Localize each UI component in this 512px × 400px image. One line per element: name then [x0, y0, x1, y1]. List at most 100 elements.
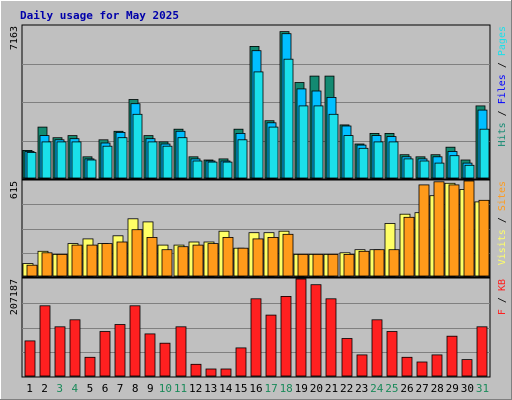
bar-sites-9	[146, 236, 158, 277]
bar-sites-18	[282, 233, 294, 277]
bar-pages-15	[237, 139, 248, 179]
x-tick-label-7: 7	[117, 382, 124, 395]
x-tick-label-20: 20	[310, 382, 323, 395]
y-max-label: 7163	[9, 26, 20, 50]
bar-sites-26	[403, 216, 415, 277]
bar-sites-31	[478, 199, 490, 277]
bar-kb-27	[416, 361, 428, 377]
bar-pages-29	[449, 155, 460, 179]
bar-kb-28	[431, 354, 443, 377]
bar-kb-18	[280, 295, 292, 377]
bar-sites-8	[131, 229, 143, 277]
bar-kb-3	[54, 326, 66, 377]
bar-pages-13	[207, 161, 218, 179]
bar-kb-11	[175, 326, 187, 377]
bar-kb-12	[190, 363, 202, 377]
legend: Hits / Files / Pages	[497, 26, 508, 146]
bar-sites-21	[327, 253, 339, 277]
legend-entry: Sites	[497, 181, 508, 211]
legend-separator: /	[497, 291, 508, 309]
bar-sites-28	[433, 181, 445, 277]
legend-entry: KB	[497, 279, 508, 291]
bar-sites-30	[463, 180, 475, 277]
bar-kb-9	[144, 333, 156, 377]
bar-pages-11	[177, 137, 188, 179]
x-tick-label-8: 8	[132, 382, 139, 395]
bar-kb-10	[159, 342, 171, 377]
bar-pages-31	[479, 128, 490, 179]
bar-kb-22	[341, 338, 353, 377]
bar-sites-14	[222, 236, 234, 277]
bar-pages-10	[162, 145, 173, 179]
bar-sites-15	[237, 247, 249, 277]
bar-sites-22	[343, 253, 355, 277]
bar-kb-5	[84, 356, 96, 377]
x-tick-label-19: 19	[295, 382, 308, 395]
legend-entry: Visits	[497, 229, 508, 265]
bar-pages-4	[71, 141, 82, 179]
x-tick-label-24: 24	[370, 382, 384, 395]
y-max-label: 207187	[9, 279, 20, 315]
panel-border	[21, 277, 491, 378]
legend-separator: /	[497, 104, 508, 122]
x-axis-labels: 1 2 3 4 5 6 7 8 9 10 11 12 13 14 15 16 17 18 19 20 21 22 23 24 2…	[26, 382, 489, 395]
bar-pages-28	[434, 162, 445, 179]
bar-sites-29	[448, 184, 460, 277]
bar-pages-1	[26, 152, 37, 179]
panel-border	[21, 179, 491, 278]
x-tick-label-14: 14	[219, 382, 233, 395]
bar-sites-25	[388, 249, 400, 277]
bar-pages-23	[358, 147, 369, 179]
legend-entry: Pages	[497, 26, 508, 56]
x-tick-label-18: 18	[280, 382, 293, 395]
bar-pages-12	[192, 160, 203, 179]
bar-pages-16	[253, 71, 264, 179]
bar-pages-17	[268, 126, 279, 179]
x-tick-label-3: 3	[56, 382, 63, 395]
bar-kb-1	[24, 340, 36, 377]
bar-pages-24	[373, 141, 384, 179]
bar-pages-9	[147, 141, 158, 179]
series-sites	[26, 180, 490, 277]
x-tick-label-10: 10	[159, 382, 172, 395]
x-tick-label-6: 6	[102, 382, 109, 395]
legend: F / KB	[497, 279, 508, 315]
y-max-label: 615	[9, 181, 20, 199]
bar-kb-7	[114, 324, 126, 377]
x-tick-label-26: 26	[400, 382, 413, 395]
bar-kb-8	[129, 305, 141, 377]
x-tick-label-31: 31	[476, 382, 489, 395]
legend-entry: Hits	[497, 122, 508, 146]
legend-entry: F	[497, 309, 508, 315]
bar-pages-26	[403, 158, 414, 179]
bar-pages-18	[283, 58, 294, 179]
bar-pages-6	[102, 145, 113, 179]
x-tick-label-29: 29	[446, 382, 459, 395]
bar-kb-29	[446, 335, 458, 377]
bar-kb-16	[250, 298, 262, 377]
bar-sites-6	[101, 243, 113, 277]
x-tick-label-28: 28	[431, 382, 444, 395]
bar-pages-3	[56, 141, 67, 179]
x-tick-label-27: 27	[415, 382, 428, 395]
bar-sites-17	[267, 236, 279, 277]
bar-pages-5	[86, 159, 97, 179]
x-tick-label-5: 5	[87, 382, 94, 395]
x-tick-label-15: 15	[234, 382, 247, 395]
bar-sites-27	[418, 184, 430, 277]
bar-sites-12	[192, 244, 204, 277]
bar-sites-7	[116, 241, 128, 277]
bar-kb-26	[401, 356, 413, 377]
bar-kb-30	[461, 359, 473, 377]
x-tick-label-30: 30	[461, 382, 474, 395]
bar-sites-20	[312, 253, 324, 277]
bar-kb-24	[371, 319, 383, 377]
bar-kb-15	[235, 347, 247, 377]
bar-pages-8	[132, 113, 143, 179]
bar-sites-11	[177, 246, 189, 277]
bar-kb-31	[476, 326, 488, 377]
x-tick-label-4: 4	[71, 382, 78, 395]
bar-sites-19	[297, 253, 309, 277]
series-pages	[26, 58, 490, 179]
